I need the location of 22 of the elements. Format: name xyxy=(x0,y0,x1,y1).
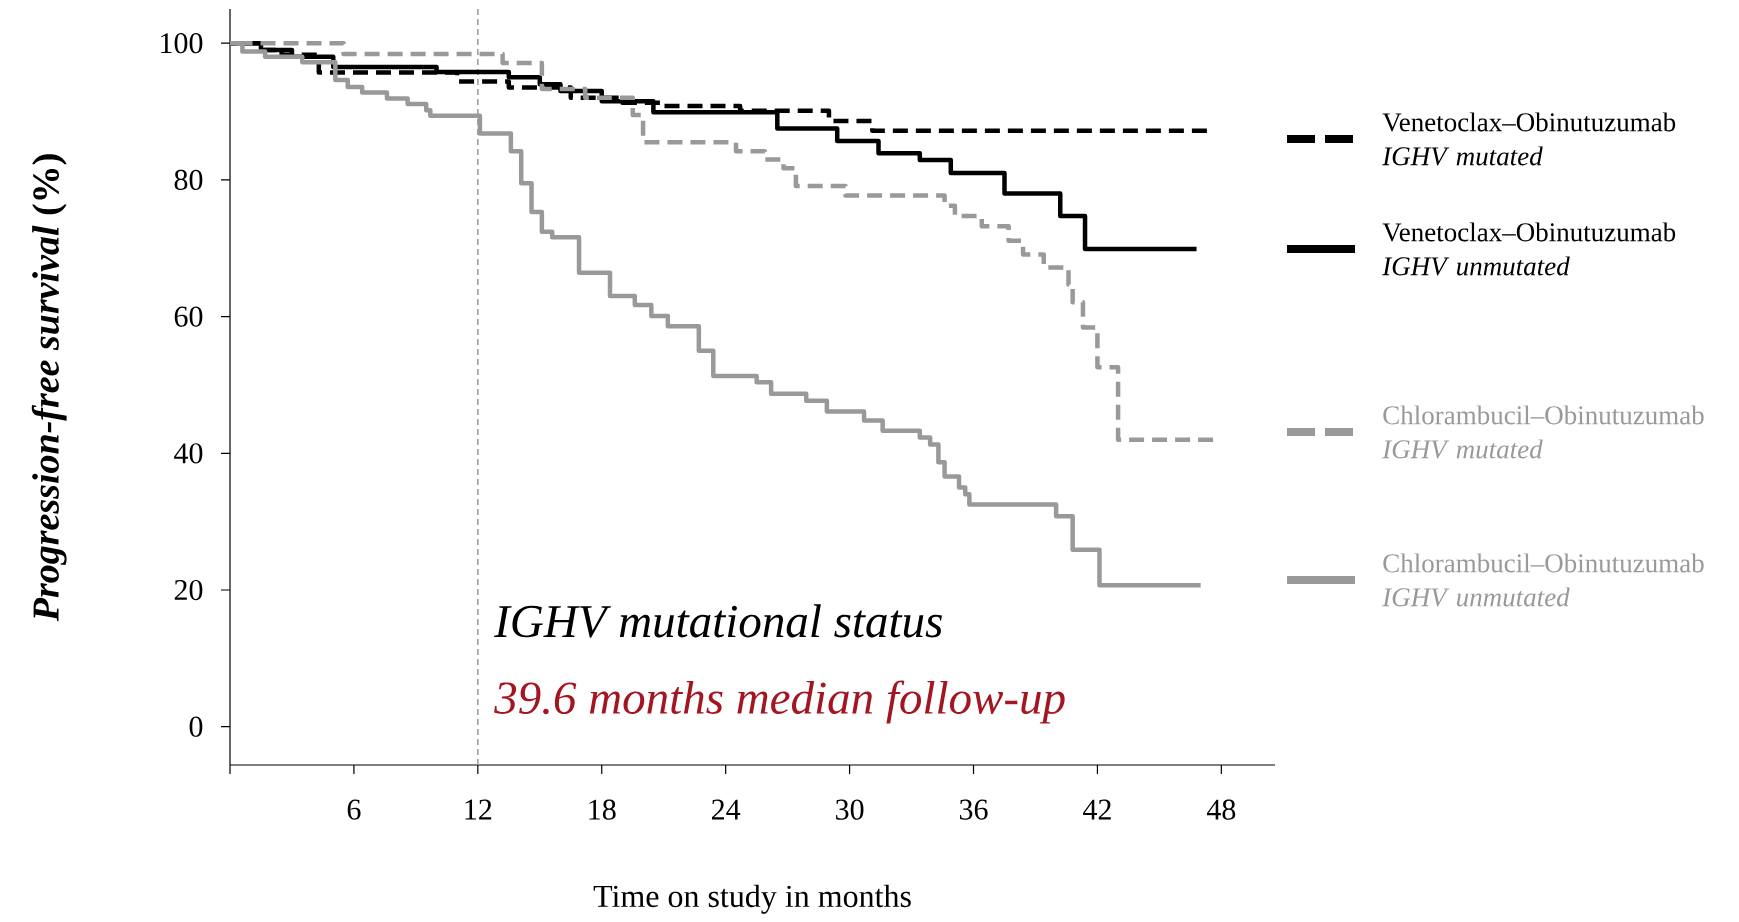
x-tick-label: 24 xyxy=(711,799,741,820)
y-tick-label: 20 xyxy=(174,579,203,601)
legend-label: Chlorambucil–Obinutuzumab IGHV mutated xyxy=(1382,405,1704,459)
x-tick-label: 12 xyxy=(465,799,492,820)
annotation: IGHV mutational status xyxy=(494,604,942,638)
y-tick-label: 0 xyxy=(189,716,203,737)
y-axis-title: Progression-free survival (%) xyxy=(31,154,67,622)
y-tick-label: 60 xyxy=(174,306,203,327)
legend-label: Chlorambucil–Obinutuzumab IGHV unmutated xyxy=(1382,553,1704,607)
x-tick-label: 30 xyxy=(836,799,864,820)
legend-label: Venetoclax–Obinutuzumab IGHV unmutated xyxy=(1382,222,1676,276)
legend-label: Venetoclax–Obinutuzumab IGHV mutated xyxy=(1382,112,1676,166)
y-tick-label: 100 xyxy=(161,33,203,54)
x-tick-label: 18 xyxy=(589,799,616,820)
annotation: 39.6 months median follow-up xyxy=(494,680,1065,724)
x-tick-label: 42 xyxy=(1083,799,1111,820)
y-tick-label: 40 xyxy=(174,443,203,464)
x-tick-label: 36 xyxy=(959,799,988,820)
y-tick-label: 80 xyxy=(174,169,203,191)
x-tick-label: 48 xyxy=(1206,799,1236,820)
x-tick-label: 6 xyxy=(347,799,361,820)
x-axis-title: Time on study in months xyxy=(593,884,911,914)
